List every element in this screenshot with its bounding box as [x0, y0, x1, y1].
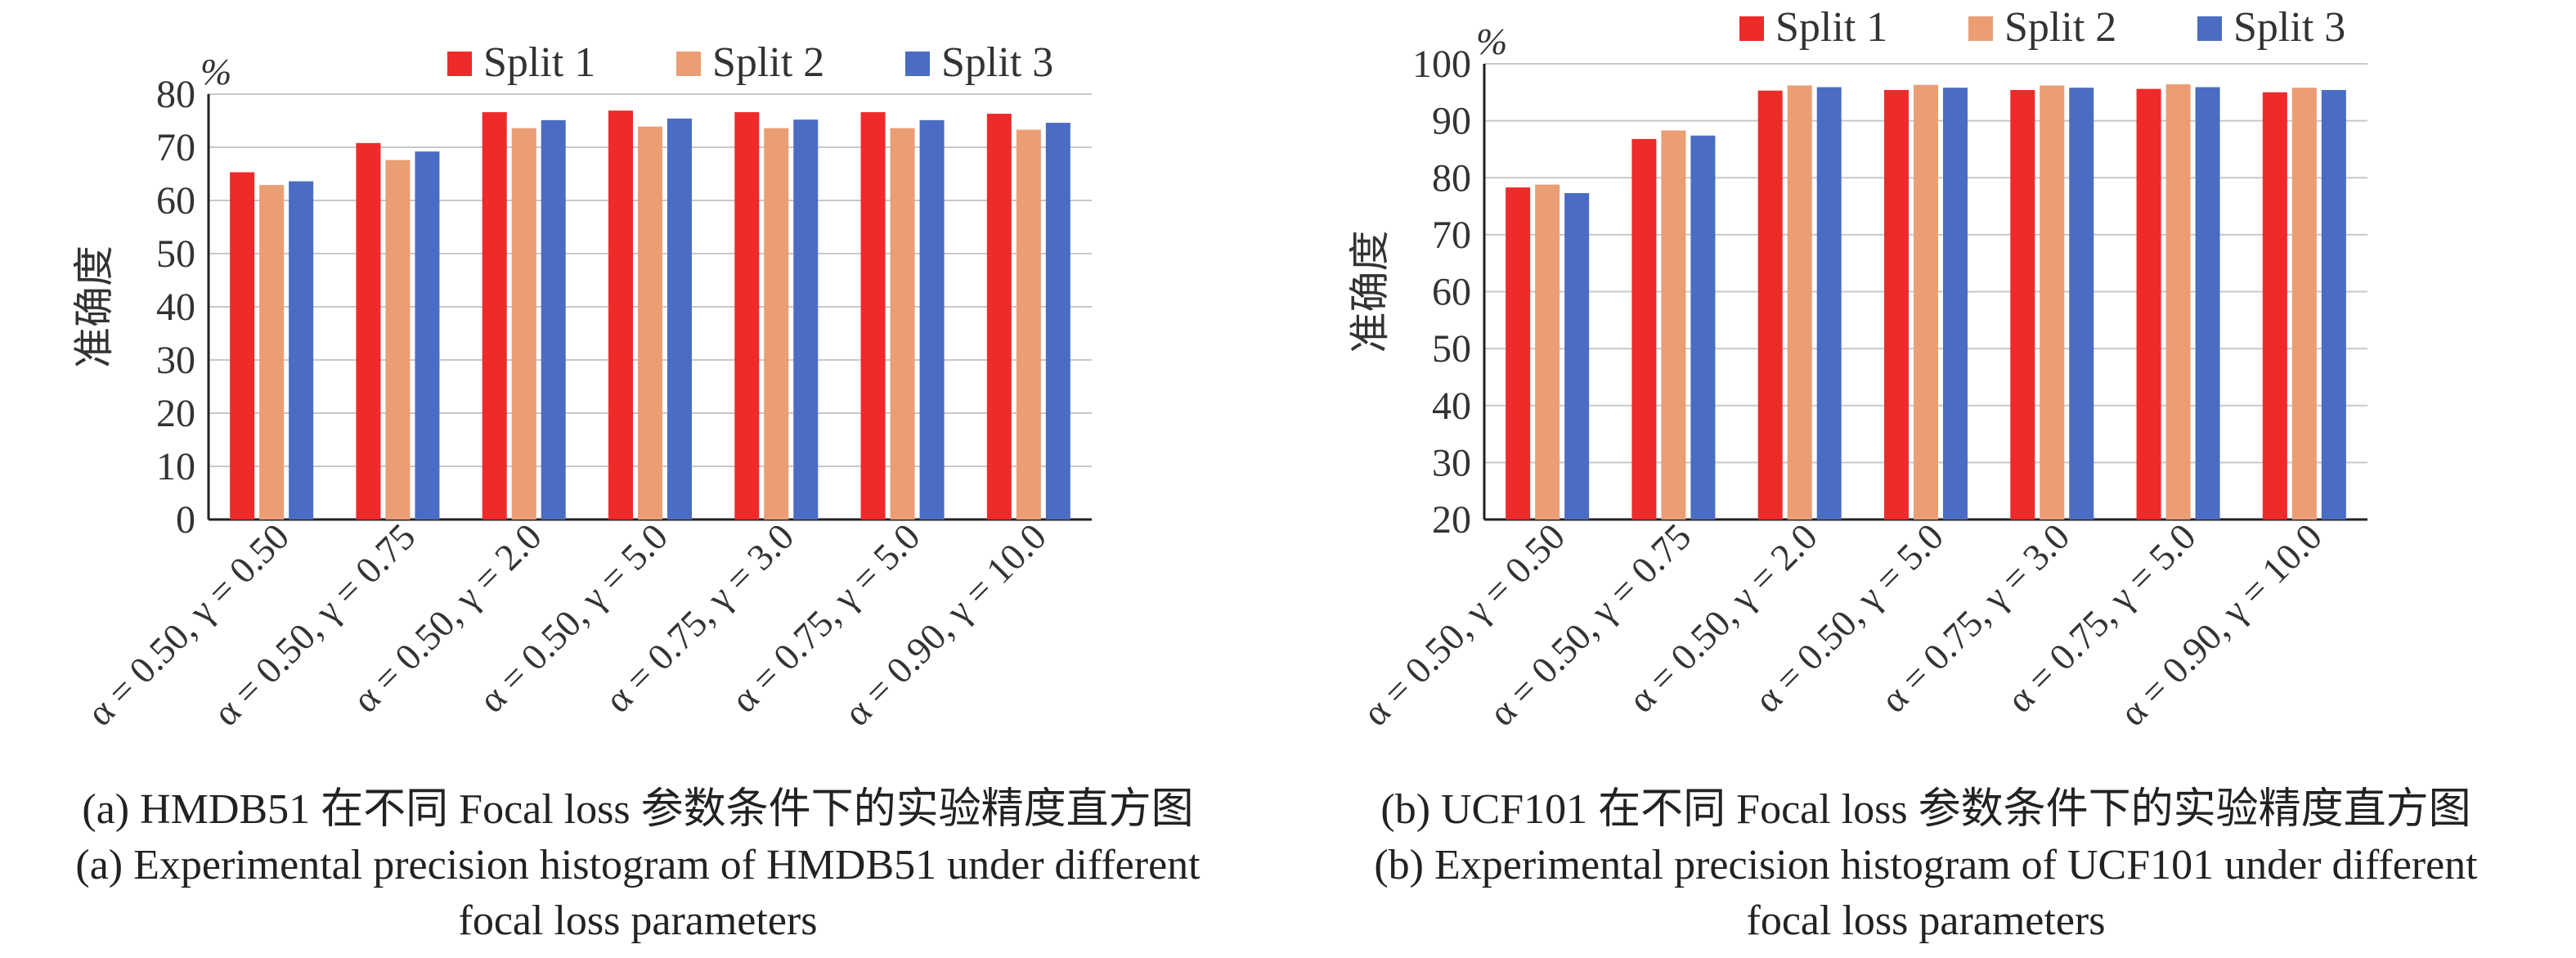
y-axis-title: 准确度: [1347, 231, 1393, 353]
y-tick-label: 50: [1432, 327, 1471, 371]
bar-split-1: [1506, 187, 1531, 519]
bar-split-2: [511, 128, 536, 519]
bar-split-3: [415, 151, 440, 519]
bar-split-3: [2321, 90, 2346, 520]
bar-split-1: [1757, 90, 1783, 519]
bar-split-2: [1787, 85, 1812, 519]
bar-split-3: [541, 119, 566, 519]
y-tick-label: 50: [156, 232, 195, 276]
legend-label: Split 2: [712, 39, 824, 86]
bar-split-1: [230, 172, 255, 520]
bar-split-3: [1564, 193, 1590, 519]
legend-label: Split 3: [941, 39, 1053, 86]
bar-split-2: [764, 128, 789, 519]
legend-swatch: [1739, 16, 1764, 41]
y-tick-label: 70: [1432, 214, 1471, 257]
caption-en-line-2: focal loss parameters: [458, 897, 818, 944]
legend-swatch: [905, 52, 930, 76]
bar-split-1: [2136, 88, 2161, 519]
bar-split-2: [1535, 184, 1560, 520]
caption-en-line-2: focal loss parameters: [1746, 897, 2106, 944]
y-tick-label: 20: [156, 392, 195, 435]
y-tick-label: 30: [156, 339, 195, 382]
y-tick-label: 10: [156, 445, 195, 488]
bar-split-1: [608, 110, 633, 519]
bar-split-2: [638, 126, 662, 519]
bar-split-3: [793, 119, 819, 519]
bar-split-3: [919, 119, 945, 519]
bar-split-3: [1943, 88, 1968, 520]
caption-cn: (a) HMDB51 在不同 Focal loss 参数条件下的实验精度直方图: [82, 786, 1194, 833]
bar-split-2: [385, 160, 411, 519]
bar-split-1: [2262, 92, 2287, 519]
y-axis-title: 准确度: [71, 245, 117, 368]
bar-split-3: [2195, 87, 2220, 519]
legend-label: Split 3: [2233, 4, 2345, 51]
y-tick-label: 60: [156, 179, 195, 223]
y-tick-label: 60: [1432, 271, 1471, 314]
caption-cn: (b) UCF101 在不同 Focal loss 参数条件下的实验精度直方图: [1380, 786, 2471, 833]
y-tick-label: 70: [156, 126, 195, 169]
y-tick-label: 20: [1432, 498, 1471, 542]
bar-split-1: [1631, 138, 1657, 519]
bar-split-2: [259, 185, 285, 519]
unit-label: %: [200, 51, 231, 92]
bar-split-3: [2069, 88, 2094, 520]
bar-split-2: [1661, 130, 1686, 519]
bar-split-2: [2291, 88, 2317, 520]
legend-swatch: [676, 52, 701, 76]
unit-label: %: [1476, 20, 1507, 62]
y-tick-label: 90: [1432, 100, 1471, 143]
bar-split-3: [667, 118, 692, 519]
caption-en-line-1: (b) Experimental precision histogram of …: [1374, 842, 2478, 888]
legend-swatch: [1968, 16, 1993, 41]
chart-panel-hmdb51: 0 10 20 30 40 50 60 70 80% 准确度 α = 0.50, γ = 0.50 α…: [0, 0, 1276, 958]
bar-split-2: [2165, 84, 2191, 519]
bar-split-1: [1884, 90, 1909, 520]
bar-split-1: [2010, 90, 2035, 520]
bar-split-2: [890, 128, 915, 519]
y-tick-label: 40: [1432, 385, 1471, 428]
y-tick-label: 40: [156, 286, 195, 329]
legend-swatch: [447, 52, 472, 76]
caption-en-line-1: (a) Experimental precision histogram of …: [75, 842, 1200, 888]
bar-split-2: [2040, 85, 2065, 519]
chart-panel-ucf101: 20 30 40 50 60 70 80 90 100% 准确度 α = 0.50, γ = 0.5…: [1276, 0, 2576, 958]
legend-label: Split 1: [483, 39, 595, 86]
y-tick-label: 100: [1412, 43, 1471, 86]
legend-label: Split 2: [2004, 4, 2116, 51]
bar-split-1: [986, 114, 1012, 520]
bar-split-1: [356, 142, 381, 520]
y-tick-label: 80: [1432, 156, 1471, 200]
y-tick-label: 30: [1432, 441, 1471, 484]
legend-swatch: [2197, 16, 2222, 41]
bar-split-2: [1914, 84, 1938, 520]
y-tick-label: 80: [156, 73, 195, 116]
bar-split-3: [1045, 123, 1070, 519]
bar-split-1: [860, 112, 886, 519]
bar-split-2: [1016, 129, 1041, 520]
legend-label: Split 1: [1775, 4, 1887, 51]
bar-split-3: [1816, 87, 1842, 519]
bar-split-1: [482, 112, 507, 519]
bar-split-3: [289, 181, 314, 519]
bar-split-3: [1690, 135, 1716, 520]
y-tick-label: 0: [176, 498, 195, 542]
bar-split-1: [734, 112, 760, 519]
